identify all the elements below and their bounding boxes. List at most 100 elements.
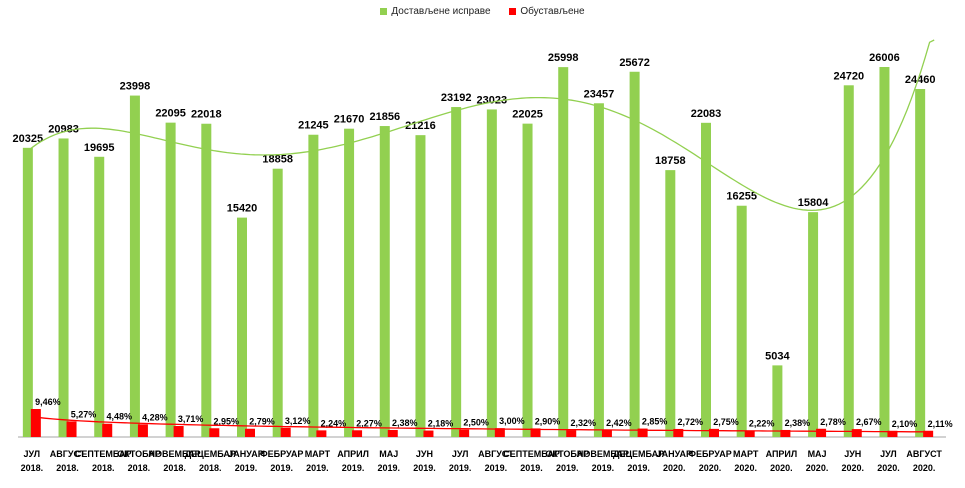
delivered-bar: [379, 126, 390, 437]
suspended-bar: [816, 428, 827, 437]
suspended-value-label: 4,28%: [142, 412, 168, 422]
delivered-value-label: 25998: [548, 52, 579, 64]
x-tick-year: 2020.: [770, 463, 793, 473]
x-tick-year: 2020.: [734, 463, 757, 473]
suspended-bar: [851, 429, 862, 437]
x-tick-year: 2018.: [128, 463, 151, 473]
delivered-value-label: 21856: [369, 111, 400, 123]
x-tick-year: 2019.: [485, 463, 508, 473]
x-tick-year: 2018.: [199, 463, 222, 473]
delivered-value-label: 23998: [120, 81, 151, 93]
x-tick-year: 2018.: [21, 463, 44, 473]
delivered-value-label: 18858: [262, 154, 293, 166]
suspended-value-label: 2,24%: [321, 418, 347, 428]
legend-item-suspended: Обустављене: [509, 6, 585, 17]
delivered-value-label: 15420: [227, 203, 258, 215]
x-tick-month: ЈАНУАР: [657, 449, 692, 459]
delivered-bar: [522, 123, 533, 437]
delivered-bar: [237, 217, 247, 437]
suspended-bar: [245, 428, 255, 437]
suspended-value-label: 2,90%: [535, 416, 561, 426]
x-tick-year: 2018.: [92, 463, 115, 473]
x-tick-month: ОКТОБАР: [117, 449, 161, 459]
delivered-bar: [272, 168, 283, 438]
suspended-value-label: 2,22%: [749, 418, 775, 428]
x-tick-month: МАЈ: [808, 449, 827, 459]
suspended-bar: [280, 427, 291, 437]
x-tick-year: 2019.: [342, 463, 365, 473]
legend-item-delivered: Достављене исправе: [380, 6, 491, 17]
delivered-value-label: 18758: [655, 155, 686, 167]
x-tick-year: 2018.: [163, 463, 186, 473]
delivered-value-label: 16255: [726, 191, 757, 203]
delivered-bar: [629, 71, 640, 437]
x-tick-month: ФЕБРУАР: [260, 449, 303, 459]
suspended-bar: [744, 430, 755, 437]
x-tick-year: 2019.: [592, 463, 615, 473]
delivered-value-label: 20325: [13, 133, 44, 145]
delivered-value-label: 21245: [298, 120, 329, 132]
delivered-bar: [165, 122, 176, 437]
x-tick-month: МАРТ: [733, 449, 759, 459]
x-tick-year: 2019.: [627, 463, 650, 473]
suspended-value-label: 2,79%: [249, 417, 275, 427]
delivered-bar: [58, 138, 69, 437]
x-tick-year: 2019.: [235, 463, 258, 473]
suspended-bar: [637, 428, 648, 437]
x-tick-month: МАРТ: [305, 449, 331, 459]
delivered-trendline: [27, 39, 935, 212]
delivered-bar: [486, 109, 497, 438]
suspended-value-label: 5,27%: [71, 409, 97, 419]
delivered-bar: [344, 128, 355, 438]
delivered-value-label: 22018: [191, 109, 222, 121]
delivered-bar: [593, 103, 604, 437]
suspended-value-label: 3,00%: [499, 416, 525, 426]
suspended-bar: [530, 428, 541, 437]
suspended-bar: [566, 430, 577, 437]
suspended-value-label: 2,38%: [392, 418, 418, 428]
legend-label-suspended: Обустављене: [520, 6, 585, 17]
delivered-value-label: 5034: [765, 350, 790, 362]
x-tick-year: 2020.: [842, 463, 865, 473]
delivered-bar: [308, 134, 319, 437]
suspended-bar: [459, 429, 470, 437]
suspended-bar: [209, 428, 220, 437]
suspended-bar: [173, 426, 184, 437]
suspended-bar: [316, 430, 327, 437]
delivered-value-label: 25672: [619, 57, 650, 69]
suspended-trendline: [35, 416, 929, 433]
delivered-bar: [201, 123, 212, 438]
x-tick-month: ОКТОБАР: [545, 449, 589, 459]
x-tick-month: ЈУЛ: [24, 449, 41, 459]
x-tick-year: 2020.: [877, 463, 900, 473]
suspended-bar: [601, 429, 612, 437]
suspended-value-label: 2,32%: [570, 418, 596, 428]
x-tick-year: 2019.: [449, 463, 472, 473]
suspended-value-label: 2,72%: [678, 417, 704, 427]
x-tick-year: 2019.: [306, 463, 329, 473]
x-tick-month: АПРИЛ: [766, 449, 798, 459]
suspended-bar: [780, 429, 791, 437]
delivered-value-label: 26006: [869, 52, 900, 64]
delivered-value-label: 22025: [512, 109, 543, 121]
suspended-bar: [673, 428, 684, 437]
delivered-bar: [879, 67, 890, 437]
x-tick-year: 2020.: [806, 463, 829, 473]
suspended-value-label: 9,46%: [35, 397, 61, 407]
suspended-bar: [30, 409, 41, 437]
x-tick-month: АВГУСТ: [50, 449, 86, 459]
suspended-bar: [66, 421, 77, 437]
suspended-bar: [494, 428, 505, 437]
delivered-bar: [22, 147, 33, 437]
x-tick-year: 2019.: [413, 463, 436, 473]
suspended-value-label: 4,48%: [106, 412, 132, 422]
delivered-bar: [129, 95, 140, 438]
delivered-value-label: 22095: [155, 108, 186, 120]
delivered-bar: [843, 85, 854, 438]
delivered-bar: [451, 107, 462, 438]
suspended-bar: [352, 430, 363, 437]
delivered-value-label: 15804: [798, 197, 829, 209]
suspended-bar: [887, 430, 898, 437]
legend: Достављене исправе Обустављене: [0, 6, 965, 18]
